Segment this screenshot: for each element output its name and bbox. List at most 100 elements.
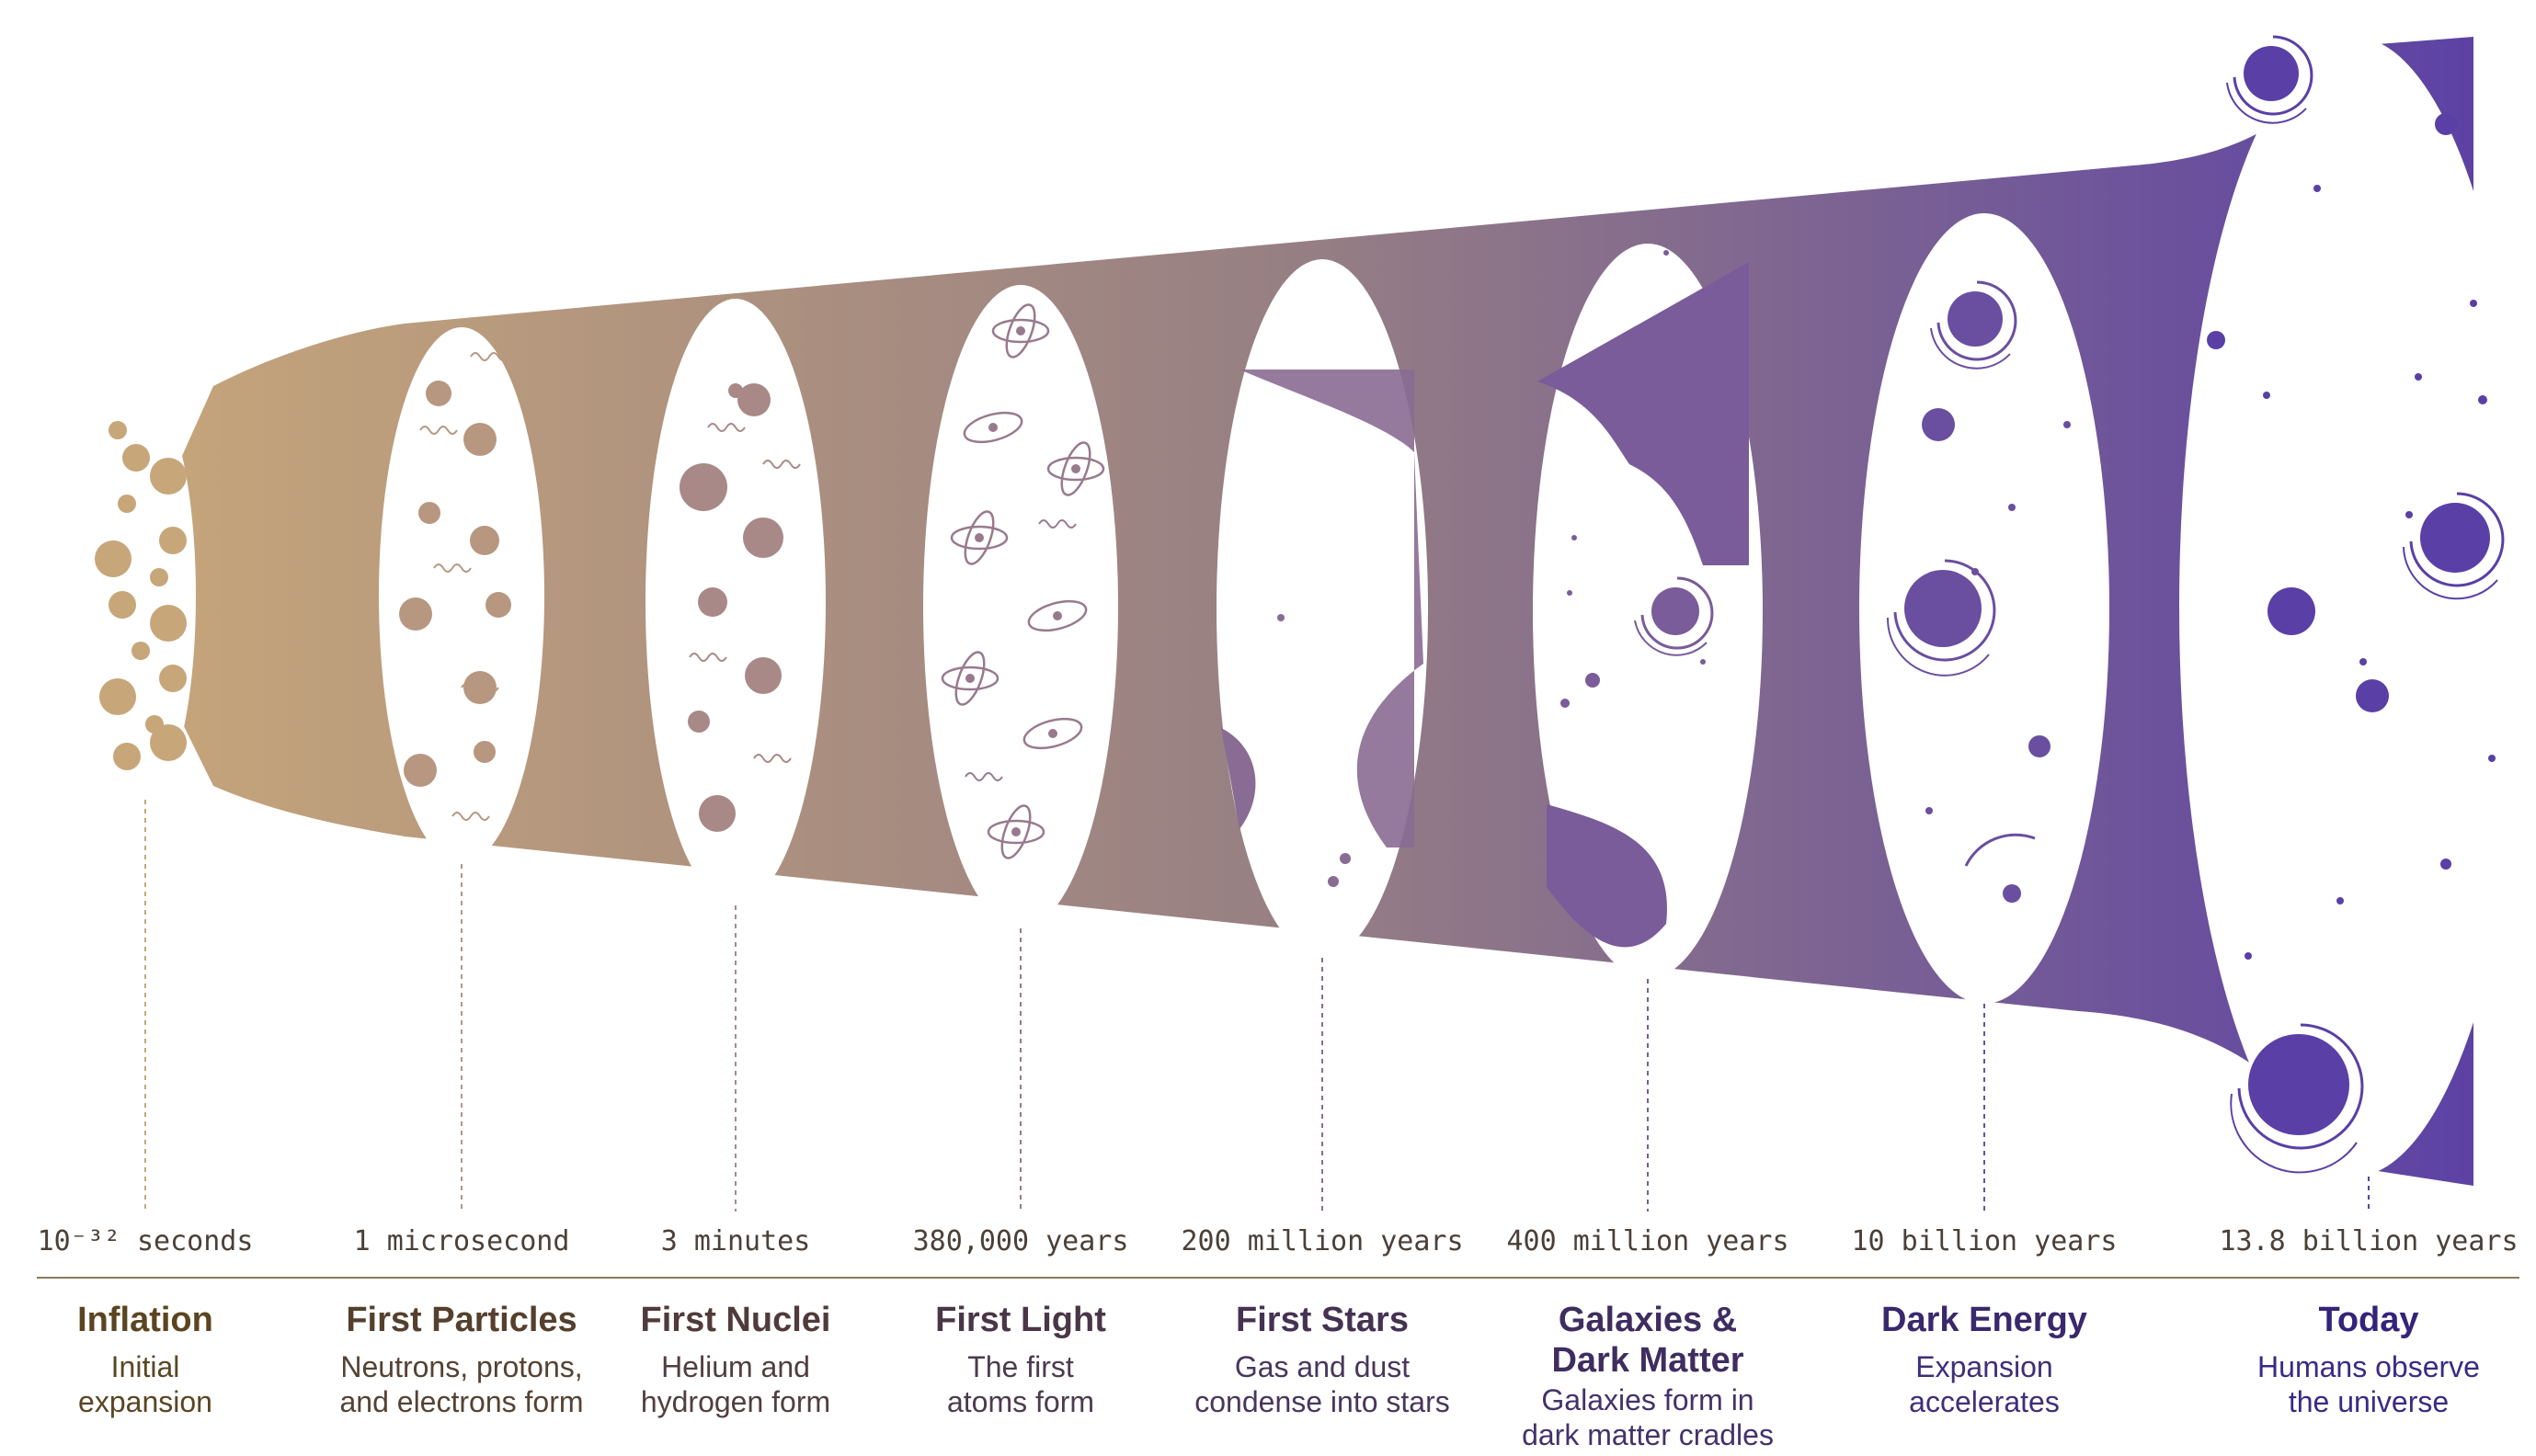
swirl-galaxy-shape [1634, 576, 1714, 656]
star-dot [1571, 535, 1577, 540]
wave-squiggle [965, 772, 1003, 781]
era-title: First Particles [346, 1301, 577, 1339]
star-dot [2440, 859, 2451, 870]
star-dot [1560, 699, 1570, 708]
wave-squiggle [762, 460, 801, 469]
era-title: First Light [935, 1301, 1106, 1339]
era-title: Dark Energy [1881, 1301, 2087, 1339]
blob-shape [150, 568, 168, 586]
orbit-shape [1027, 599, 1088, 632]
star-dot [2336, 897, 2344, 904]
blob-shape [150, 605, 187, 642]
star-dot [2405, 511, 2413, 518]
era-time-label: 200 million years [1181, 1225, 1463, 1257]
era-title: First Stars [1236, 1301, 1409, 1339]
swirl-galaxy-shape [1930, 280, 2017, 370]
gas-cloud-shape [1239, 370, 1423, 847]
swirl-galaxy-shape [2230, 1023, 2364, 1174]
spiral-galaxy-icon [1859, 213, 2109, 1004]
blob-shape [150, 458, 187, 495]
particle-dot [404, 754, 437, 787]
nuclei-icon [645, 299, 826, 905]
atom-shape [950, 510, 1009, 565]
blob-shape [113, 743, 141, 770]
nucleus-dot [745, 657, 782, 694]
star-dot [2313, 185, 2321, 192]
wave-squiggle [419, 426, 458, 435]
era-description: expansion [78, 1385, 212, 1418]
blob-shape [99, 678, 136, 715]
star-dot [1585, 673, 1600, 688]
galaxy-icon [1533, 244, 1763, 979]
star-dot [1277, 614, 1285, 621]
blob-shape [118, 495, 136, 513]
era-description: Expansion [1915, 1350, 2052, 1383]
era-time-label: 1 microsecond [354, 1225, 570, 1257]
star-dot [2028, 735, 2051, 757]
blob-shape [159, 665, 187, 692]
star-dot [1925, 807, 1933, 814]
star-dot [2263, 392, 2270, 399]
star-dot [2356, 679, 2389, 712]
era-window [923, 285, 1118, 928]
blob-shape [150, 724, 187, 761]
atom-shape [991, 303, 1050, 358]
era-title: Inflation [77, 1301, 213, 1339]
particles-icon [379, 327, 544, 864]
era-description: and electrons form [339, 1385, 583, 1418]
star-dot [2435, 113, 2457, 135]
star-dot [1922, 408, 1955, 441]
blob-shape [109, 421, 127, 439]
star-dot [1971, 568, 1979, 575]
era-window [645, 299, 826, 905]
era-description: Initial [111, 1350, 180, 1383]
era-description: hydrogen form [641, 1385, 830, 1418]
star-dot [1723, 333, 1729, 338]
particle-dot [463, 423, 497, 456]
wave-squiggle [451, 812, 490, 821]
spiral-arm [1964, 833, 2036, 867]
era-time-label: 10⁻³² seconds [38, 1225, 254, 1257]
star-dot [1340, 853, 1351, 864]
era-time-label: 400 million years [1506, 1225, 1788, 1257]
era-time-label: 10 billion years [1852, 1225, 2118, 1257]
gas-cloud-icon [1217, 259, 1428, 958]
nucleus-dot [680, 463, 727, 511]
era-description: Galaxies form in [1541, 1383, 1753, 1416]
era-description: Helium and [661, 1350, 810, 1383]
particle-dot [470, 526, 499, 555]
nucleus-dot [743, 518, 783, 558]
blob-shape [95, 540, 131, 577]
dark-matter-shape [1547, 804, 1667, 948]
era-window [379, 327, 544, 864]
atom-shape [941, 651, 1000, 706]
swirl-galaxy-shape [1886, 559, 1996, 677]
star-dot [2063, 421, 2071, 428]
wave-squiggle [470, 352, 508, 361]
particle-dot [485, 592, 511, 618]
blob-shape [122, 444, 150, 472]
blob-shape [131, 642, 150, 660]
star-dot [1663, 250, 1669, 256]
era-title: Dark Matter [1551, 1341, 1743, 1380]
star-dot [1328, 876, 1339, 887]
star-dot [2478, 395, 2487, 404]
era-description: Gas and dust [1235, 1350, 1410, 1383]
swirl-galaxy-shape [2403, 492, 2505, 600]
star-dot [1700, 659, 1706, 665]
star-dot [2245, 952, 2252, 960]
wave-squiggle [753, 754, 792, 763]
era-description: the universe [2289, 1385, 2449, 1418]
star-dot [2470, 300, 2477, 307]
star-dot [1567, 590, 1572, 596]
inflation-blobs-icon [95, 392, 196, 800]
era-window [1859, 213, 2109, 1004]
blob-shape [159, 527, 187, 554]
star-dot [2207, 331, 2225, 349]
nucleus-dot [699, 795, 736, 832]
era-description: atoms form [947, 1385, 1094, 1418]
gas-cloud-shape [1221, 728, 1256, 829]
era-description: The first [967, 1350, 1074, 1383]
dark-matter-shape [1537, 262, 1749, 565]
